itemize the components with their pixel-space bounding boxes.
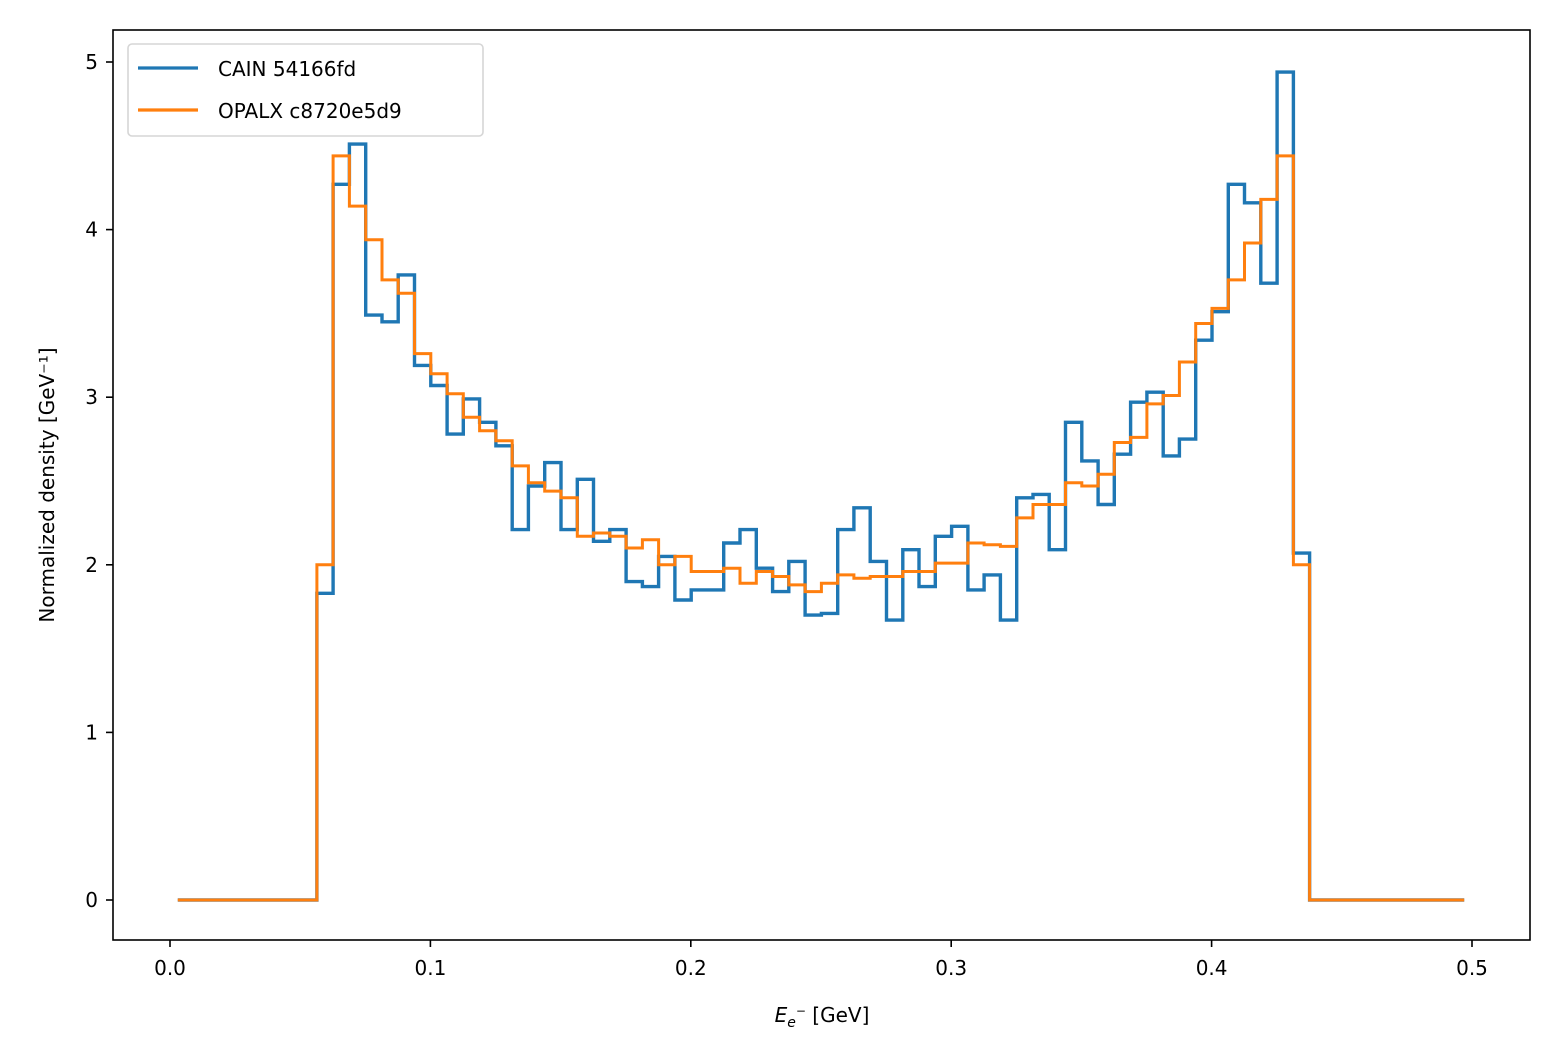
x-tick-label: 0.1 xyxy=(414,956,446,980)
legend-label-opalx: OPALX c8720e5d9 xyxy=(218,99,402,123)
y-axis-ticks: 0 1 2 3 4 5 xyxy=(85,50,113,912)
legend: CAIN 54166fd OPALX c8720e5d9 xyxy=(127,43,484,137)
series-cain-line xyxy=(177,70,1465,902)
x-tick-label: 0.3 xyxy=(935,956,967,980)
y-axis-label: Normalized density [GeV⁻¹] xyxy=(35,347,59,622)
x-tick-label: 0.4 xyxy=(1196,956,1228,980)
x-axis-ticks: 0.0 0.1 0.2 0.3 0.4 0.5 xyxy=(154,940,1488,980)
plot-area xyxy=(113,30,1530,940)
y-tick-label: 0 xyxy=(85,888,98,912)
legend-label-cain: CAIN 54166fd xyxy=(218,57,356,81)
y-tick-label: 4 xyxy=(85,218,98,242)
y-tick-label: 3 xyxy=(85,385,98,409)
x-tick-label: 0.0 xyxy=(154,956,186,980)
x-tick-label: 0.2 xyxy=(675,956,707,980)
x-tick-label: 0.5 xyxy=(1456,956,1488,980)
series-opalx-line xyxy=(177,154,1465,902)
y-tick-label: 1 xyxy=(85,720,98,744)
y-tick-label: 5 xyxy=(85,50,98,74)
legend-box xyxy=(127,43,484,137)
y-tick-label: 2 xyxy=(85,553,98,577)
x-axis-label: Ee− [GeV] xyxy=(775,1003,870,1031)
series-layer xyxy=(177,70,1465,902)
axes-frame xyxy=(112,29,1531,941)
